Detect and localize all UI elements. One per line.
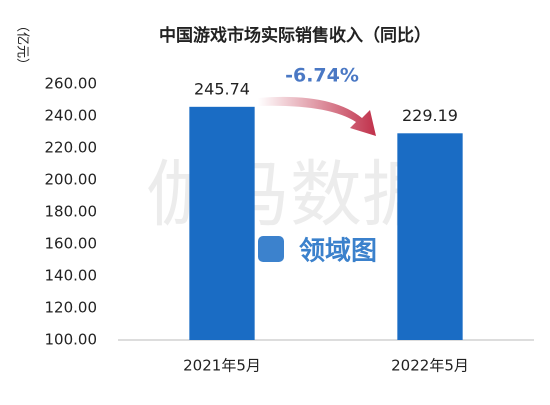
chart-title: 中国游戏市场实际销售收入（同比） [159, 25, 431, 46]
y-tick-label: 140.00 [45, 267, 98, 285]
x-tick-label: 2021年5月 [183, 357, 261, 375]
value-label: 229.19 [402, 106, 458, 125]
value-label: 245.74 [194, 79, 250, 98]
y-tick-label: 100.00 [45, 331, 98, 349]
y-tick-label: 260.00 [45, 75, 98, 93]
watermark: 伽马数据 [146, 153, 434, 237]
watermark-logo [258, 236, 284, 262]
bar [397, 133, 463, 340]
bar [189, 106, 255, 340]
y-tick-label: 200.00 [45, 171, 98, 189]
y-tick-label: 120.00 [45, 299, 98, 317]
change-arrow [258, 96, 376, 136]
y-tick-label: 180.00 [45, 203, 98, 221]
watermark: 领域图 [299, 236, 377, 267]
annotation: -6.74% [285, 65, 359, 87]
y-tick-label: 220.00 [45, 139, 98, 157]
y-tick-label: 160.00 [45, 235, 98, 253]
y-axis-label: （亿元） [15, 19, 30, 71]
x-tick-label: 2022年5月 [391, 357, 469, 375]
y-tick-label: 240.00 [45, 107, 98, 125]
